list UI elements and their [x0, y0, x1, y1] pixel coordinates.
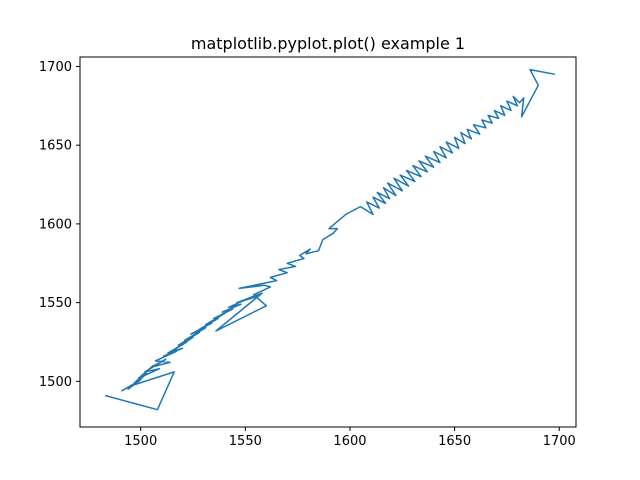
x-tick-label: 1500: [124, 434, 157, 449]
x-tick-label: 1550: [229, 434, 262, 449]
plot-area: [104, 68, 556, 411]
y-tick-label: 1700: [39, 60, 72, 75]
y-axis: 1500 1550 1600 1650 1700: [39, 60, 80, 390]
y-tick-label: 1500: [39, 375, 72, 390]
x-tick-label: 1600: [333, 434, 366, 449]
chart-title: matplotlib.pyplot.plot() example 1: [191, 34, 465, 53]
x-tick-label: 1650: [438, 434, 471, 449]
y-tick-label: 1600: [39, 217, 72, 232]
series-line-0: [104, 68, 556, 411]
x-axis: 1500 1550 1600 1650 1700: [124, 427, 576, 449]
y-tick-label: 1550: [39, 296, 72, 311]
y-tick-label: 1650: [39, 139, 72, 154]
x-tick-label: 1700: [543, 434, 576, 449]
axes-frame: [79, 56, 577, 428]
